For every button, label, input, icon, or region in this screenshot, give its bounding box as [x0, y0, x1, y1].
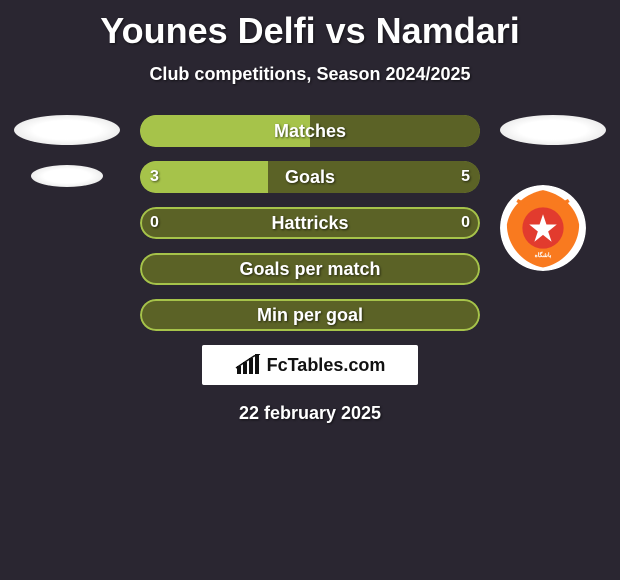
bar-label: Min per goal [257, 305, 363, 326]
brand-text: FcTables.com [267, 355, 386, 376]
footer-date: 22 february 2025 [0, 403, 620, 424]
bar-label: Hattricks [271, 213, 348, 234]
bars-container: Matches Goals 3 5 Hattricks 0 0 Goals per match… [140, 115, 480, 331]
avatar-placeholder-bottom-icon [31, 165, 103, 187]
page-subtitle: Club competitions, Season 2024/2025 [0, 64, 620, 85]
stat-bar: Min per goal [140, 299, 480, 331]
player-left-avatar [14, 115, 120, 187]
bar-value-left: 0 [150, 214, 159, 232]
page-title: Younes Delfi vs Namdari [0, 0, 620, 52]
bar-value-right: 0 [461, 214, 470, 232]
bar-label: Goals [285, 167, 335, 188]
stat-bar: Goals 3 5 [140, 161, 480, 193]
avatar-placeholder-top-icon [14, 115, 120, 145]
player-right-avatar: باشگاه [500, 115, 606, 271]
bar-value-left: 3 [150, 168, 159, 186]
bar-label: Goals per match [239, 259, 380, 280]
comparison-chart: باشگاه Matches Goals 3 5 Hattricks 0 0 Goals pe… [0, 115, 620, 331]
stat-bar: Hattricks 0 0 [140, 207, 480, 239]
svg-text:باشگاه: باشگاه [535, 251, 552, 259]
brand-box: FcTables.com [202, 345, 418, 385]
brand-chart-icon [235, 354, 261, 376]
bar-value-right: 5 [461, 168, 470, 186]
stat-bar: Goals per match [140, 253, 480, 285]
stat-bar: Matches [140, 115, 480, 147]
bar-label: Matches [274, 121, 346, 142]
bar-fill-left [140, 161, 268, 193]
club-logo-icon: باشگاه [500, 185, 586, 271]
avatar-placeholder-top-icon [500, 115, 606, 145]
